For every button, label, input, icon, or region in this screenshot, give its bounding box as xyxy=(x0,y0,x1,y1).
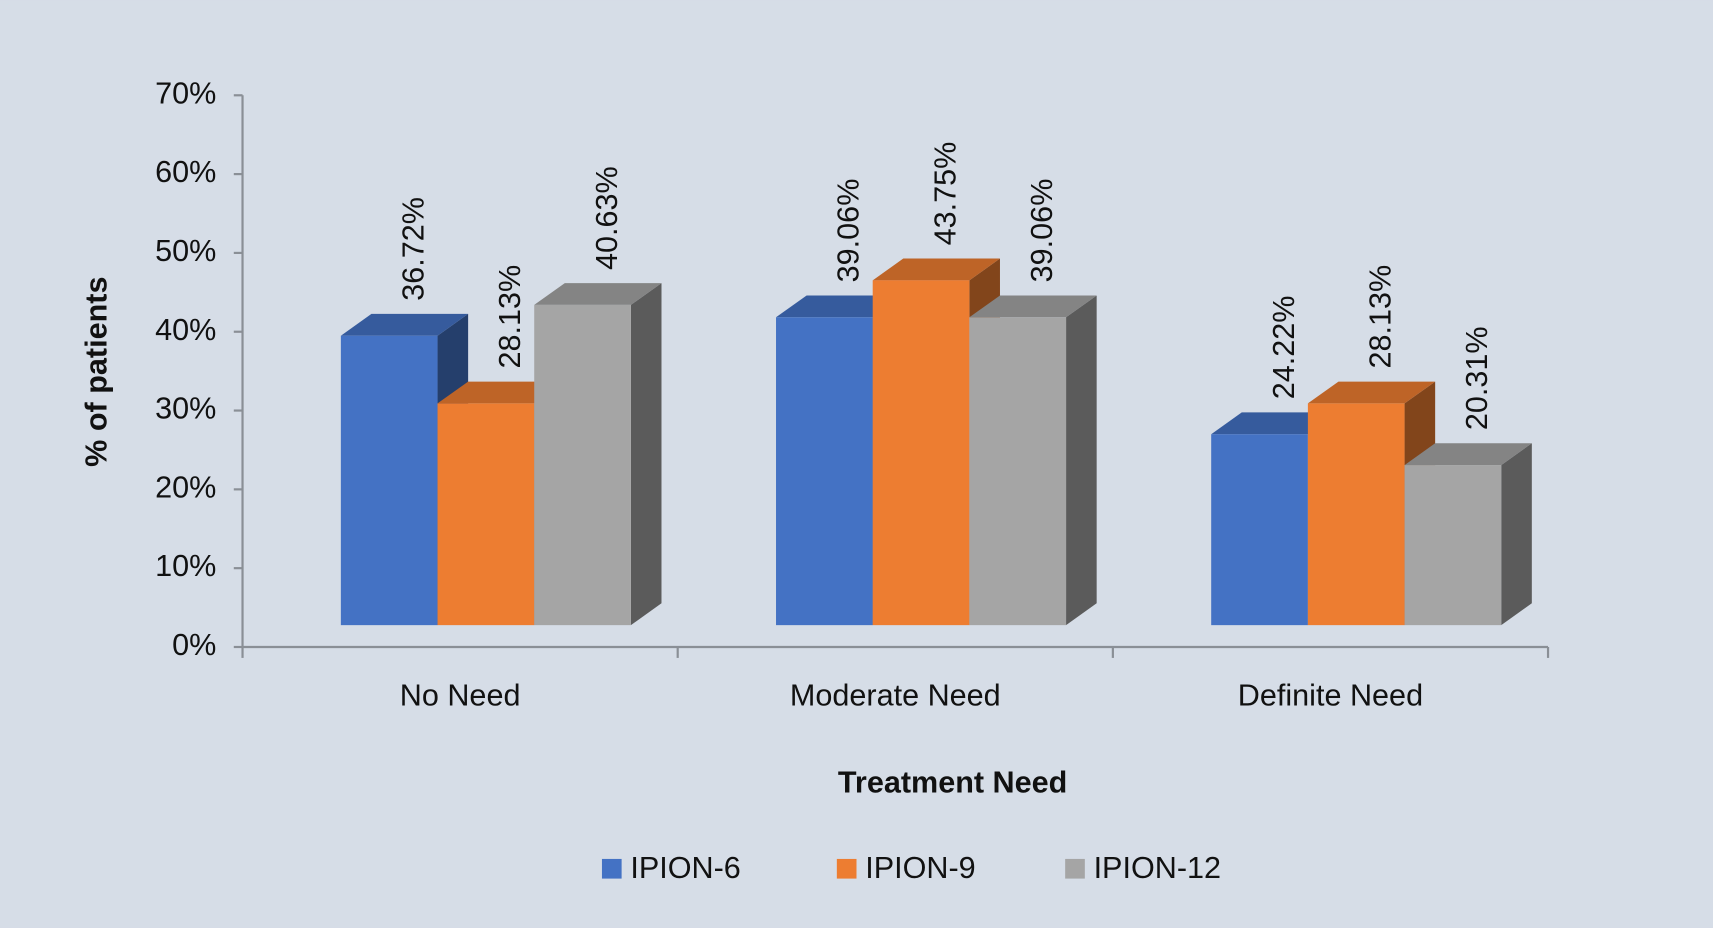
value-label: 36.72% xyxy=(396,197,430,301)
y-tick-label: 60% xyxy=(155,155,216,189)
bar-front xyxy=(969,317,1067,626)
bar-front xyxy=(1211,434,1308,626)
value-label: 39.06% xyxy=(832,179,866,283)
legend-swatch xyxy=(1065,858,1085,879)
bar-front xyxy=(1404,465,1502,626)
bar-top xyxy=(1211,412,1339,435)
y-tick-label: 0% xyxy=(172,628,216,662)
y-tick-label: 20% xyxy=(155,470,216,504)
value-label: 28.13% xyxy=(493,265,527,369)
value-label: 39.06% xyxy=(1025,179,1059,283)
bar-front xyxy=(340,335,438,626)
y-tick-label: 30% xyxy=(155,392,216,426)
bar xyxy=(1404,443,1532,626)
legend-swatch xyxy=(836,858,857,879)
x-tick-label: Moderate Need xyxy=(790,678,1001,712)
bar xyxy=(534,283,662,626)
bar-front xyxy=(534,304,631,626)
bar-top xyxy=(969,295,1097,318)
bar-side xyxy=(1501,443,1532,626)
bar-front xyxy=(1307,403,1405,626)
legend-label: IPION-6 xyxy=(630,851,740,885)
y-tick-label: 50% xyxy=(155,234,216,268)
value-label: 28.13% xyxy=(1364,265,1398,369)
y-tick-label: 10% xyxy=(155,549,216,583)
bar-top xyxy=(437,381,565,404)
value-label: 43.75% xyxy=(928,142,962,246)
bar xyxy=(969,295,1097,626)
bar-top xyxy=(534,283,662,305)
value-label: 24.22% xyxy=(1267,296,1301,400)
legend-label: IPION-12 xyxy=(1094,851,1221,885)
bar-front xyxy=(872,280,970,626)
bar-top xyxy=(1307,381,1436,404)
bar-top xyxy=(340,313,469,336)
y-tick-label: 70% xyxy=(155,76,216,110)
legend-swatch xyxy=(601,858,622,879)
bar-top xyxy=(1404,443,1532,466)
bar-side xyxy=(630,283,662,626)
y-axis-title: % of patients xyxy=(79,277,113,467)
value-label: 20.31% xyxy=(1460,326,1494,430)
bar-front xyxy=(776,317,873,626)
bar-top xyxy=(872,258,1000,281)
bar-top xyxy=(776,295,904,318)
legend-label: IPION-9 xyxy=(865,851,975,885)
bar-side xyxy=(1066,295,1097,626)
bar-front xyxy=(437,403,535,626)
x-tick-label: Definite Need xyxy=(1238,678,1423,712)
x-axis-title: Treatment Need xyxy=(838,766,1067,800)
value-label: 40.63% xyxy=(590,166,624,270)
y-tick-label: 40% xyxy=(155,313,216,347)
x-tick-label: No Need xyxy=(400,678,521,712)
